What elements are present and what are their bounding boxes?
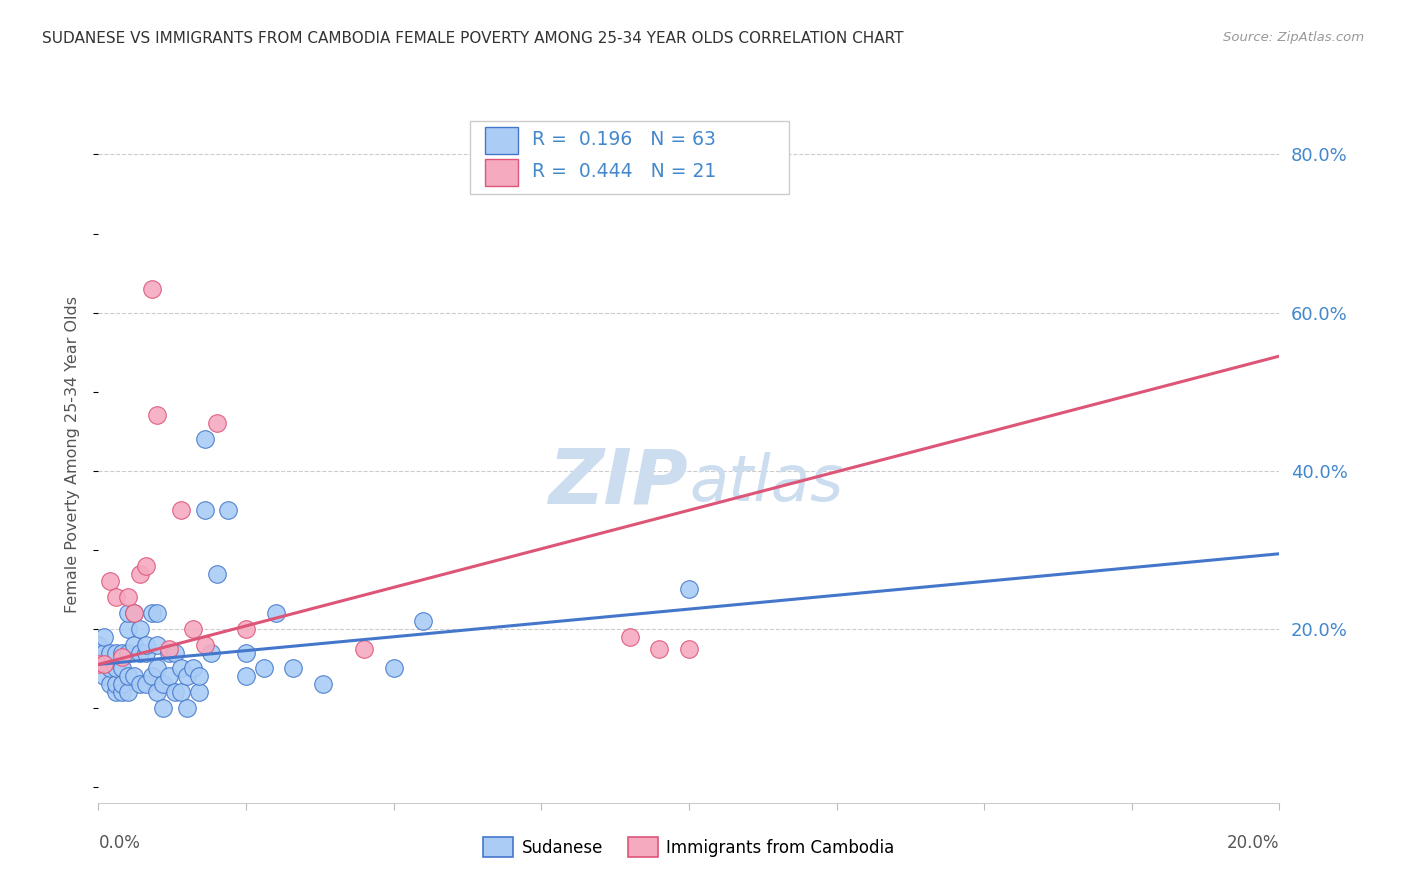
Point [157,641,180,656]
Point [648,641,671,656]
Point [87,653,110,667]
Point [128,677,150,691]
Point [264,606,287,620]
FancyBboxPatch shape [485,128,517,153]
Point [157,669,180,683]
Point [98,661,121,675]
Point [235,622,257,636]
Point [105,685,128,699]
Point [111,646,134,660]
Point [141,669,163,683]
Point [146,606,169,620]
Point [87,638,110,652]
Point [135,638,157,652]
Point [170,661,193,675]
Point [122,606,145,620]
Point [93,657,115,672]
Point [111,677,134,691]
Point [141,282,163,296]
Point [141,606,163,620]
Point [181,661,204,675]
Point [111,649,134,664]
Point [170,685,193,699]
Point [353,641,375,656]
Point [678,582,700,597]
Point [93,630,115,644]
Text: R =  0.196   N = 63: R = 0.196 N = 63 [531,129,716,149]
FancyBboxPatch shape [485,159,517,186]
Point [105,591,128,605]
Point [170,503,193,517]
Point [194,432,217,446]
Point [117,606,139,620]
Point [194,638,217,652]
Point [312,677,335,691]
Point [128,622,150,636]
Point [135,558,157,573]
Point [146,685,169,699]
FancyBboxPatch shape [471,121,789,194]
Point [87,657,110,672]
Y-axis label: Female Poverty Among 25-34 Year Olds: Female Poverty Among 25-34 Year Olds [65,296,80,614]
Point [619,630,641,644]
Point [122,669,145,683]
Point [176,669,198,683]
Point [146,661,169,675]
Legend: Sudanese, Immigrants from Cambodia: Sudanese, Immigrants from Cambodia [477,830,901,864]
Point [165,646,187,660]
Text: atlas: atlas [689,451,844,514]
Point [200,646,222,660]
Point [122,606,145,620]
Point [135,677,157,691]
Point [128,646,150,660]
Point [117,591,139,605]
Point [117,685,139,699]
Point [187,685,209,699]
Point [98,574,121,589]
Point [105,677,128,691]
Point [105,661,128,675]
Point [205,566,228,581]
Point [93,646,115,660]
Point [194,503,217,517]
Point [165,685,187,699]
Point [128,566,150,581]
Point [253,661,276,675]
Point [235,646,257,660]
Point [111,661,134,675]
Point [135,646,157,660]
Point [98,677,121,691]
Point [122,638,145,652]
Point [117,669,139,683]
Point [181,622,204,636]
Point [152,677,174,691]
Point [205,417,228,431]
Text: ZIP: ZIP [550,446,689,520]
Text: 20.0%: 20.0% [1227,834,1279,852]
Point [111,685,134,699]
Point [157,646,180,660]
Point [93,669,115,683]
Point [176,701,198,715]
Point [146,638,169,652]
Text: Source: ZipAtlas.com: Source: ZipAtlas.com [1223,31,1364,45]
Point [152,701,174,715]
Text: SUDANESE VS IMMIGRANTS FROM CAMBODIA FEMALE POVERTY AMONG 25-34 YEAR OLDS CORREL: SUDANESE VS IMMIGRANTS FROM CAMBODIA FEM… [42,31,904,46]
Point [217,503,239,517]
Point [382,661,405,675]
Text: R =  0.444   N = 21: R = 0.444 N = 21 [531,161,716,180]
Point [678,641,700,656]
Point [235,669,257,683]
Point [105,646,128,660]
Point [117,646,139,660]
Point [146,409,169,423]
Point [98,646,121,660]
Point [117,622,139,636]
Point [412,614,434,628]
Text: 0.0%: 0.0% [98,834,141,852]
Point [187,669,209,683]
Point [283,661,305,675]
